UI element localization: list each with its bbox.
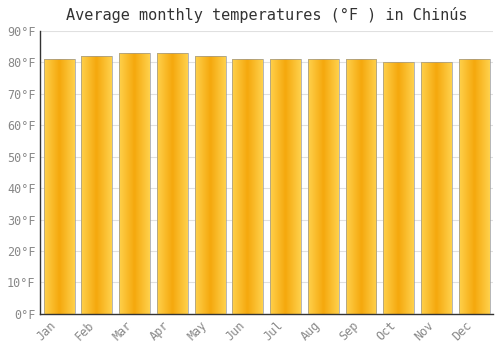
Bar xyxy=(458,60,490,314)
Title: Average monthly temperatures (°F ) in Chinús: Average monthly temperatures (°F ) in Ch… xyxy=(66,7,468,23)
Bar xyxy=(384,63,414,314)
Bar xyxy=(346,60,376,314)
Bar xyxy=(44,60,74,314)
Bar xyxy=(119,53,150,314)
Bar xyxy=(82,56,112,314)
Bar xyxy=(421,63,452,314)
Bar xyxy=(157,53,188,314)
Bar xyxy=(194,56,226,314)
Bar xyxy=(308,60,338,314)
Bar xyxy=(270,60,301,314)
Bar xyxy=(232,60,264,314)
